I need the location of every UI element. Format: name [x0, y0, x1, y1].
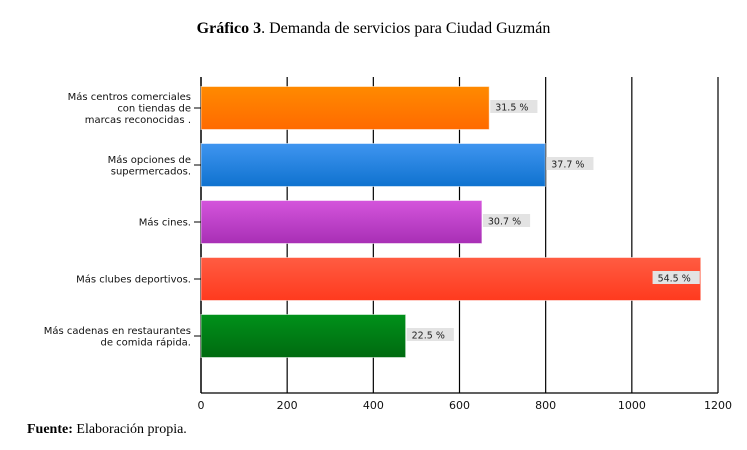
x-tick-label: 600: [449, 399, 470, 412]
data-label: 31.5 %: [495, 103, 528, 114]
source-note: Fuente: Elaboración propia.: [27, 422, 187, 438]
x-tick-label: 1000: [618, 399, 646, 412]
data-label: 30.7 %: [488, 217, 521, 228]
data-label: 54.5 %: [658, 274, 691, 285]
bar: [200, 200, 483, 244]
category-label: Más cines.: [139, 217, 191, 229]
x-tick-label: 400: [363, 399, 384, 412]
chart-title: Gráfico 3. Demanda de servicios para Ciu…: [0, 20, 747, 38]
x-tick-label: 0: [198, 399, 205, 412]
data-label-background: [406, 328, 454, 341]
category-label: Más centros comerciales: [68, 91, 191, 103]
category-label: Más cadenas en restaurantes: [44, 325, 191, 337]
bar: [200, 143, 546, 187]
source-text: Elaboración propia.: [72, 422, 187, 437]
title-text: . Demanda de servicios para Ciudad Guzmá…: [261, 20, 551, 37]
category-label: supermercados.: [111, 166, 191, 177]
data-label: 22.5 %: [412, 331, 445, 342]
category-label: de comida rápida.: [101, 336, 192, 348]
data-label: 37.7 %: [551, 160, 584, 171]
x-tick-label: 800: [535, 399, 556, 412]
x-tick-label: 1200: [704, 399, 732, 412]
title-number: Gráfico 3: [196, 20, 262, 37]
category-label: Más opciones de: [108, 154, 191, 166]
category-label: marcas reconocidas .: [85, 115, 191, 126]
bar: [200, 257, 702, 301]
category-label: Más clubes deportivos.: [76, 274, 191, 286]
data-label-background: [490, 100, 538, 113]
x-tick-label: 200: [277, 399, 298, 412]
data-label-background: [652, 271, 700, 284]
bar: [200, 314, 407, 358]
bar: [200, 86, 490, 130]
data-label-background: [482, 214, 531, 227]
source-label: Fuente:: [27, 422, 73, 437]
category-label: con tiendas de: [117, 104, 191, 115]
data-label-background: [546, 157, 594, 170]
